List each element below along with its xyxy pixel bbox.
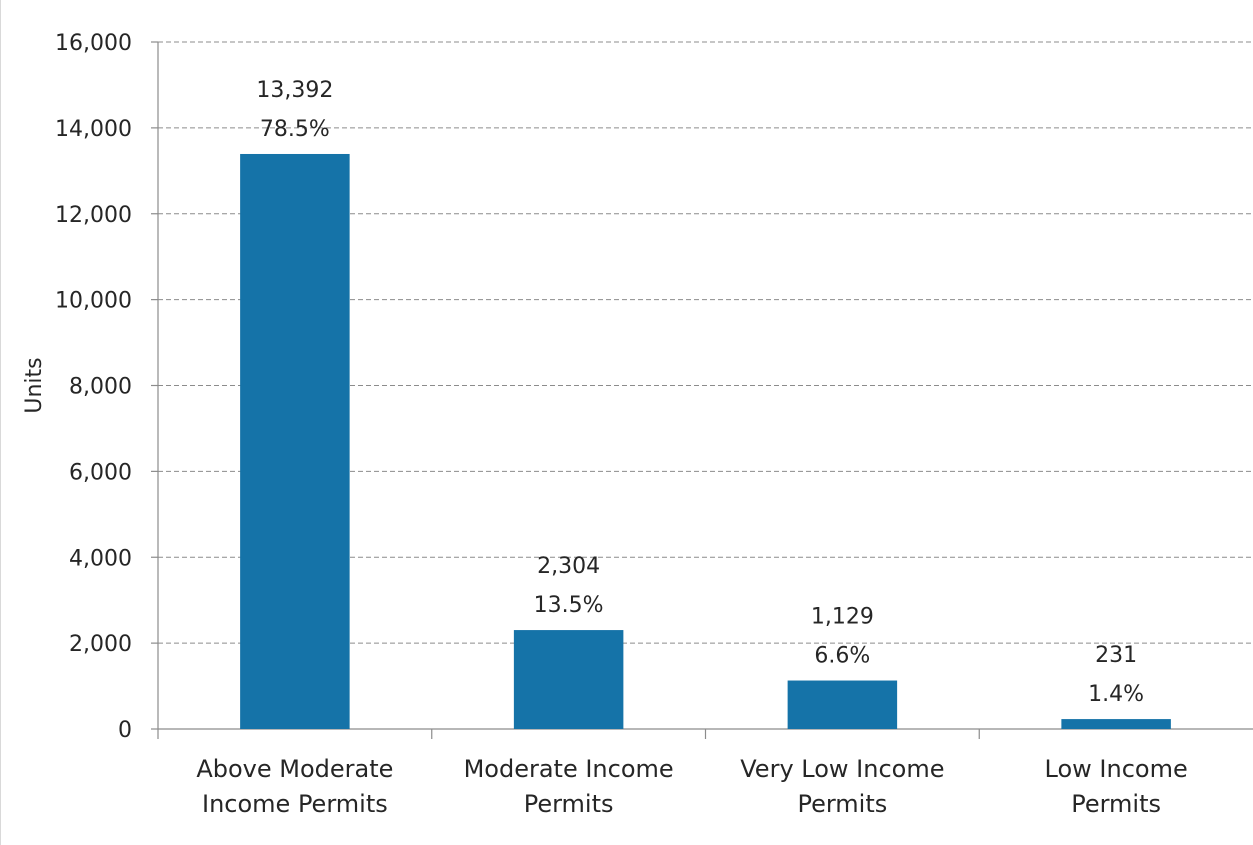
bar bbox=[513, 630, 624, 729]
y-tick-label: 4,000 bbox=[69, 546, 132, 571]
data-label-value: 2,304 bbox=[537, 554, 600, 579]
y-tick-label: 8,000 bbox=[69, 375, 132, 400]
y-tick-label: 2,000 bbox=[69, 632, 132, 657]
data-label-percent: 1.4% bbox=[1088, 682, 1144, 707]
data-label-percent: 78.5% bbox=[260, 117, 330, 142]
data-label-value: 1,129 bbox=[811, 605, 874, 630]
gridlines bbox=[158, 41, 1253, 644]
x-category-label: Moderate Income bbox=[464, 755, 674, 783]
x-category-label: Above Moderate bbox=[196, 755, 393, 783]
y-axis-title: Units bbox=[22, 357, 47, 413]
y-tick-label: 6,000 bbox=[69, 460, 132, 485]
y-tick-label: 12,000 bbox=[55, 203, 132, 228]
x-category-label: Permits bbox=[797, 790, 887, 818]
bar bbox=[1061, 719, 1171, 729]
data-label-percent: 13.5% bbox=[534, 593, 604, 618]
data-label-percent: 6.6% bbox=[814, 644, 870, 669]
y-tick-label: 0 bbox=[118, 718, 132, 743]
labels: 0 2,000 4,000 6,000 8,000 10,000 12,000 14,000 1… bbox=[55, 31, 1188, 818]
x-category-label: Income Permits bbox=[202, 790, 388, 818]
x-category-label: Permits bbox=[524, 790, 614, 818]
y-tick-label: 14,000 bbox=[55, 117, 132, 142]
data-label-value: 231 bbox=[1095, 643, 1137, 668]
bars bbox=[240, 153, 1171, 729]
x-category-label: Low Income bbox=[1045, 755, 1188, 783]
x-category-label: Permits bbox=[1071, 790, 1161, 818]
y-tick-label: 10,000 bbox=[55, 289, 132, 314]
y-tick-label: 16,000 bbox=[55, 31, 132, 56]
bar bbox=[787, 680, 898, 729]
x-category-label: Very Low Income bbox=[740, 755, 944, 783]
data-label-value: 13,392 bbox=[256, 78, 333, 103]
bar bbox=[240, 153, 350, 729]
